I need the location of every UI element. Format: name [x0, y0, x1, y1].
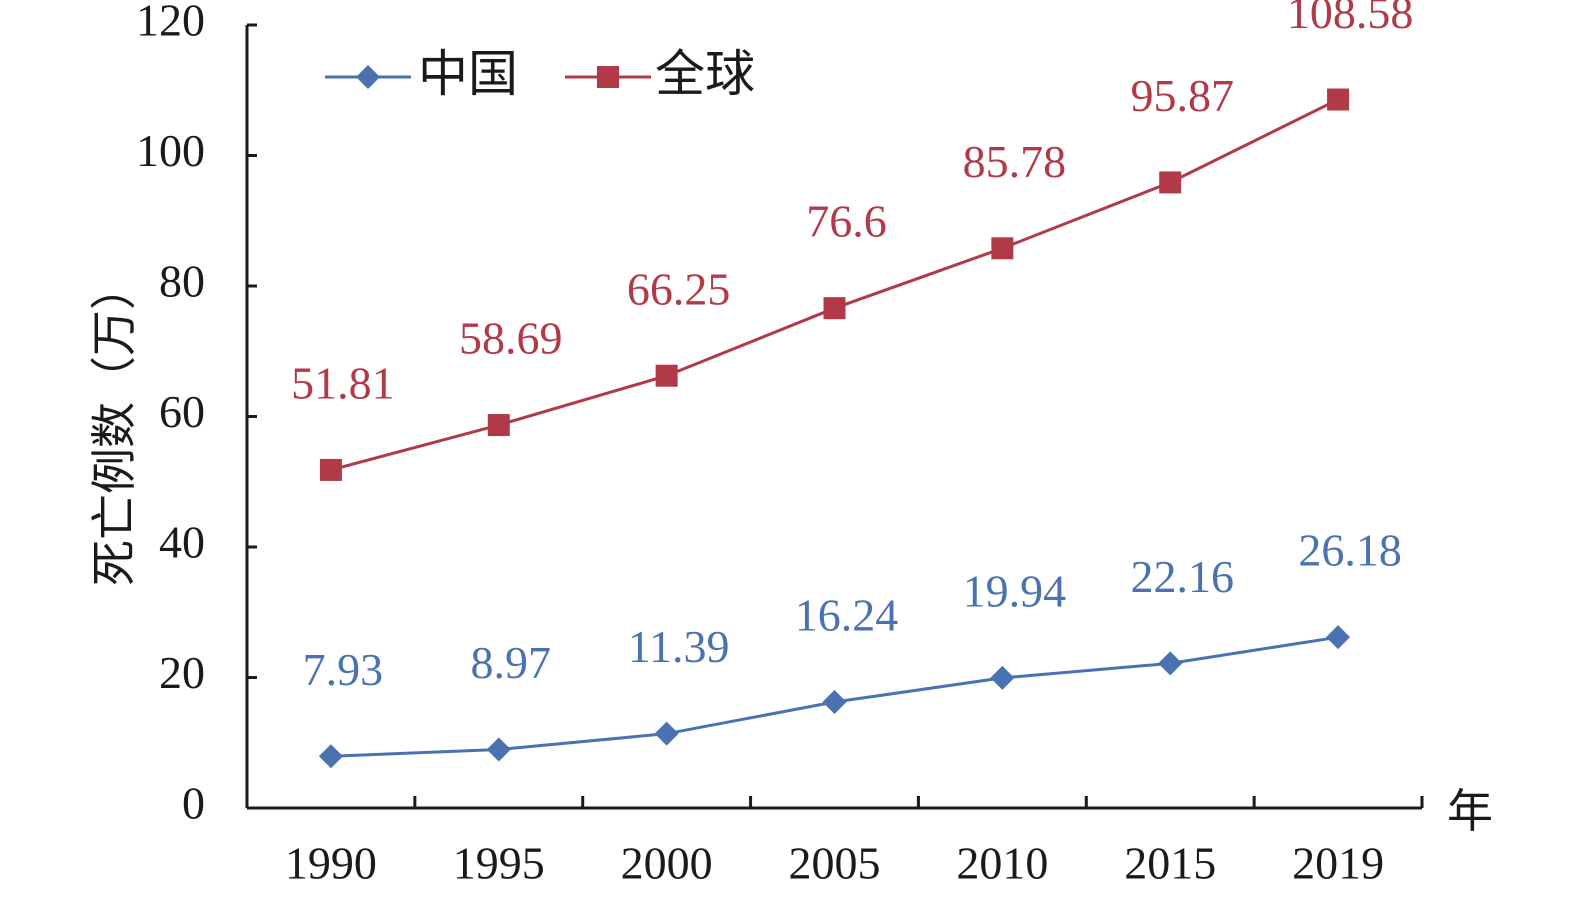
data-point: [1158, 651, 1183, 676]
data-point: [655, 364, 678, 387]
y-tick-label: 80: [159, 256, 205, 307]
series-china: 7.93 8.97 11.39 16.24 19.94 22.16 26.18: [303, 525, 1402, 769]
data-point: [822, 690, 847, 715]
data-label: 85.78: [963, 136, 1067, 187]
data-point: [1327, 88, 1350, 111]
y-tick-label: 0: [182, 778, 205, 829]
legend-label: 全球: [655, 45, 755, 103]
data-label: 76.6: [806, 196, 887, 247]
data-point: [487, 414, 510, 437]
series-global: 51.81 58.69 66.25 76.6 85.78 95.87 108.58: [291, 0, 1413, 481]
x-axis-ticks: 1990 1995 2000 2005 2010 2015 2019: [245, 796, 1424, 889]
legend-swatch-marker: [356, 65, 380, 89]
data-point: [1159, 171, 1182, 194]
x-tick-label: 1995: [453, 838, 545, 889]
data-label: 108.58: [1287, 0, 1414, 38]
x-tick-label: 1990: [285, 838, 377, 889]
y-axis-title: 死亡例数（万）: [87, 264, 141, 586]
x-tick-label: 2015: [1124, 838, 1216, 889]
data-label: 16.24: [795, 590, 899, 641]
data-label: 26.18: [1298, 525, 1402, 576]
x-tick-label: 2010: [956, 838, 1048, 889]
data-label: 95.87: [1130, 70, 1234, 121]
y-tick-label: 40: [159, 517, 205, 568]
x-tick-label: 2005: [789, 838, 881, 889]
data-point: [319, 458, 342, 481]
x-tick-label: 2000: [621, 838, 713, 889]
data-label: 66.25: [627, 263, 731, 314]
data-point: [654, 721, 679, 746]
y-axis-ticks: 0 20 40 60 80 100 120: [136, 0, 257, 829]
data-point: [1326, 625, 1351, 650]
legend-item: 中国: [325, 45, 518, 103]
data-label: 22.16: [1130, 551, 1234, 602]
data-point: [318, 744, 343, 769]
data-label: 8.97: [471, 637, 552, 688]
y-tick-label: 120: [136, 0, 205, 46]
data-label: 11.39: [628, 621, 730, 672]
data-label: 7.93: [303, 644, 384, 695]
legend: 中国 全球: [325, 45, 755, 103]
legend-label: 中国: [418, 45, 518, 103]
data-label: 51.81: [291, 358, 395, 409]
data-label: 19.94: [963, 565, 1067, 616]
legend-swatch-marker: [597, 66, 619, 88]
data-point: [990, 665, 1015, 690]
series-line: [330, 98, 1339, 472]
x-tick-label: 2019: [1292, 838, 1384, 889]
data-point: [991, 237, 1014, 260]
y-tick-label: 100: [136, 125, 205, 176]
series-layer: 7.93 8.97 11.39 16.24 19.94 22.16 26.18 51.81 58…: [291, 0, 1413, 769]
data-point: [486, 737, 511, 762]
data-point: [823, 297, 846, 320]
y-tick-label: 60: [159, 386, 205, 437]
y-tick-label: 20: [159, 647, 205, 698]
data-label: 58.69: [459, 313, 563, 364]
x-axis-title: 年: [1447, 784, 1493, 838]
legend-item: 全球: [565, 45, 755, 103]
